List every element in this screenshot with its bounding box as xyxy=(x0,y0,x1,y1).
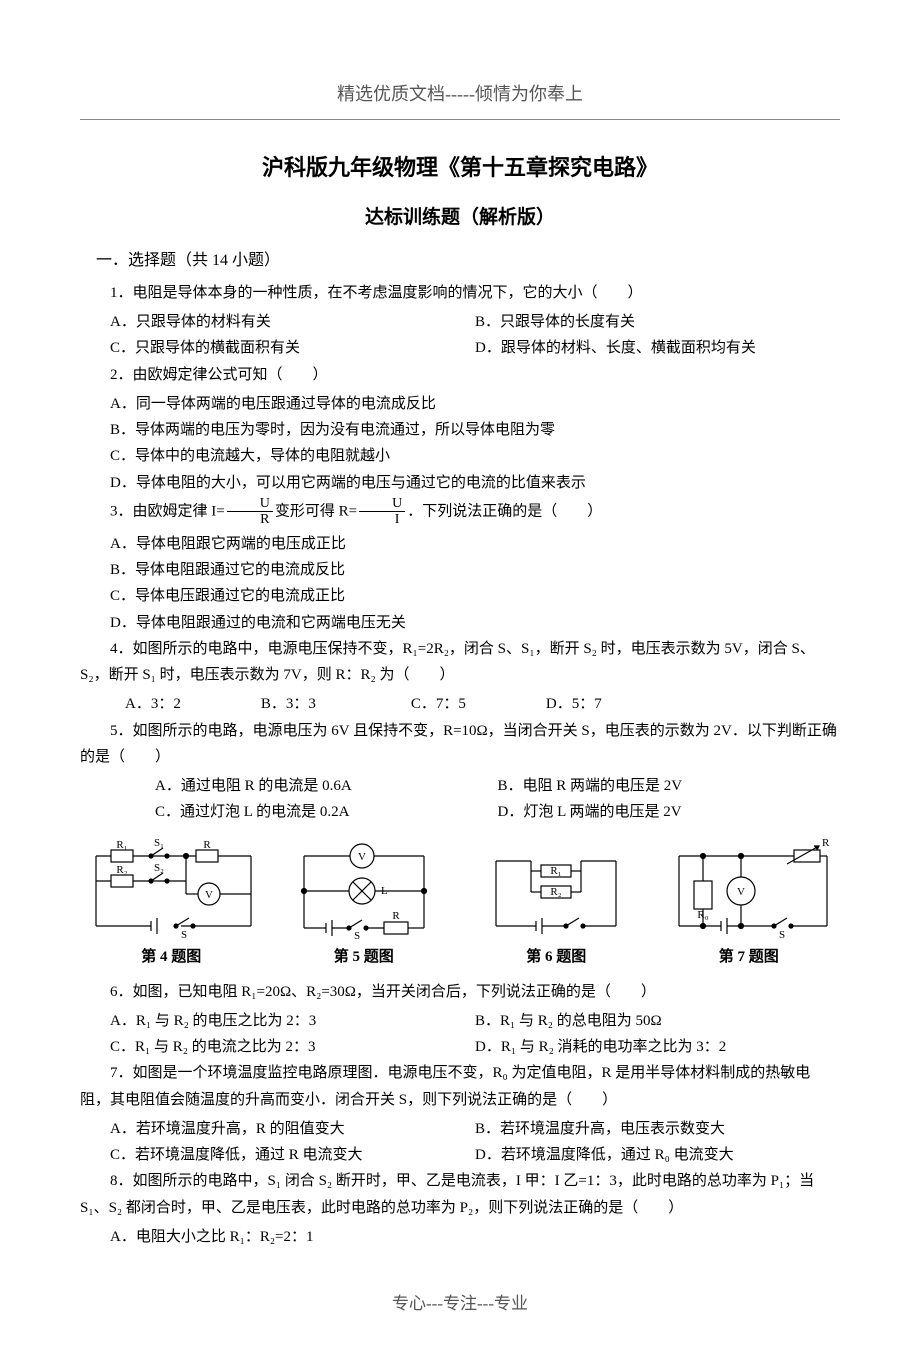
q3-frac2-num: U xyxy=(359,496,405,512)
svg-text:S₂: S₂ xyxy=(154,862,164,874)
q5-opt-a: A．通过电阻 R 的电流是 0.6A xyxy=(155,773,498,799)
q3-mid: 变形可得 R= xyxy=(275,503,357,519)
q1-opt-a: A．只跟导体的材料有关 xyxy=(110,309,475,335)
q2-opt-a: A．同一导体两端的电压跟通过导体的电流成反比 xyxy=(80,391,840,417)
svg-text:R₁: R₁ xyxy=(551,865,562,877)
doc-header: 精选优质文档-----倾情为你奉上 xyxy=(80,80,840,109)
svg-text:R₂: R₂ xyxy=(551,886,562,898)
q5-opt-d: D．灯泡 L 两端的电压是 2V xyxy=(498,799,841,825)
svg-text:R: R xyxy=(822,837,830,849)
svg-text:S₁: S₁ xyxy=(154,837,164,849)
svg-text:S: S xyxy=(354,930,360,941)
q6-opt-c: C．R₁ 与 R₂ 的电流之比为 2：3 xyxy=(110,1034,475,1060)
diagram-q4: R₁ S₁ R R₂ S₂ V S 第 4 题图 xyxy=(80,836,263,969)
q3-opt-a: A．导体电阻跟它两端的电压成正比 xyxy=(80,531,840,557)
diagram-q4-label: 第 4 题图 xyxy=(141,945,201,969)
svg-text:V: V xyxy=(737,886,745,898)
svg-text:V: V xyxy=(358,851,366,863)
q4-opt-d: D．5：7 xyxy=(546,691,602,717)
q1-opt-b: B．只跟导体的长度有关 xyxy=(475,309,840,335)
q3-opt-c: C．导体电压跟通过它的电流成正比 xyxy=(80,583,840,609)
q1-opt-c: C．只跟导体的横截面积有关 xyxy=(110,335,475,361)
page-subtitle: 达标训练题（解析版） xyxy=(80,203,840,233)
q7-opt-c: C．若环境温度降低，通过 R 电流变大 xyxy=(110,1142,475,1168)
q3-text: 3．由欧姆定律 I=UR变形可得 R=UI．下列说法正确的是（ ） xyxy=(80,496,840,528)
q3-opt-b: B．导体电阻跟通过它的电流成反比 xyxy=(80,557,840,583)
q6-opt-b: B．R₁ 与 R₂ 的总电阻为 50Ω xyxy=(475,1008,840,1034)
q4-text: 4．如图所示的电路中，电源电压保持不变，R₁=2R₂，闭合 S、S₁，断开 S₂… xyxy=(80,636,840,689)
q6-opt-a: A．R₁ 与 R₂ 的电压之比为 2：3 xyxy=(110,1008,475,1034)
q2-opt-d: D．导体电阻的大小，可以用它两端的电压与通过它的电流的比值来表示 xyxy=(80,470,840,496)
q7-opt-a: A．若环境温度升高，R 的阻值变大 xyxy=(110,1116,475,1142)
q5-opt-c: C．通过灯泡 L 的电流是 0.2A xyxy=(155,799,498,825)
page-title: 沪科版九年级物理《第十五章探究电路》 xyxy=(80,150,840,185)
svg-text:R: R xyxy=(204,839,212,851)
q3-frac2-den: I xyxy=(359,512,405,527)
svg-text:S: S xyxy=(779,929,785,941)
q8-opt-a: A．电阻大小之比 R₁：R₂=2：1 xyxy=(80,1224,840,1250)
svg-text:R₂: R₂ xyxy=(117,864,128,876)
q5-text: 5．如图所示的电路，电源电压为 6V 且保持不变，R=10Ω，当闭合开关 S，电… xyxy=(80,718,840,771)
diagram-q5-label: 第 5 题图 xyxy=(334,945,394,969)
q7-text: 7．如图是一个环境温度监控电路原理图．电源电压不变，R₀ 为定值电阻，R 是用半… xyxy=(80,1060,840,1113)
q3-opt-d: D．导体电阻跟通过的电流和它两端电压无关 xyxy=(80,610,840,636)
q3-frac2: UI xyxy=(359,496,405,528)
diagram-q6-label: 第 6 题图 xyxy=(526,945,586,969)
q3-frac1-den: R xyxy=(227,512,273,527)
q2-opt-b: B．导体两端的电压为零时，因为没有电流通过，所以导体电阻为零 xyxy=(80,417,840,443)
q7-opt-d: D．若环境温度降低，通过 R₀ 电流变大 xyxy=(475,1142,840,1168)
q2-opt-c: C．导体中的电流越大，导体的电阻就越小 xyxy=(80,443,840,469)
svg-text:R₁: R₁ xyxy=(117,839,128,851)
diagram-q7-label: 第 7 题图 xyxy=(719,945,779,969)
svg-text:S: S xyxy=(181,929,187,941)
q8-text: 8．如图所示的电路中，S₁ 闭合 S₂ 断开时，甲、乙是电流表，I 甲：I 乙=… xyxy=(80,1168,840,1221)
diagram-q5: L V S R 第 5 题图 xyxy=(273,836,456,969)
q3-frac1: UR xyxy=(227,496,273,528)
header-rule xyxy=(80,119,840,120)
section-title: 一．选择题（共 14 小题） xyxy=(80,248,840,274)
q2-text: 2．由欧姆定律公式可知（ ） xyxy=(80,362,840,388)
q7-opt-b: B．若环境温度升高，电压表示数变大 xyxy=(475,1116,840,1142)
q3-prefix: 3．由欧姆定律 I= xyxy=(110,503,225,519)
q6-opt-d: D．R₁ 与 R₂ 消耗的电功率之比为 3：2 xyxy=(475,1034,840,1060)
diagram-q7: R R₀ V S 第 7 题图 xyxy=(658,836,841,969)
q1-text: 1．电阻是导体本身的一种性质，在不考虑温度影响的情况下，它的大小（ ） xyxy=(80,280,840,306)
q1-opt-d: D．跟导体的材料、长度、横截面积均有关 xyxy=(475,335,840,361)
svg-text:V: V xyxy=(205,889,213,901)
diagram-q6: R₁ R₂ 第 6 题图 xyxy=(465,836,648,969)
diagram-row: R₁ S₁ R R₂ S₂ V S 第 4 题图 xyxy=(80,836,840,969)
q3-suffix: ．下列说法正确的是（ ） xyxy=(407,503,602,519)
q5-opt-b: B．电阻 R 两端的电压是 2V xyxy=(498,773,841,799)
q3-frac1-num: U xyxy=(227,496,273,512)
svg-text:R: R xyxy=(392,910,400,922)
q4-opt-c: C．7：5 xyxy=(411,691,466,717)
q6-text: 6．如图，已知电阻 R₁=20Ω、R₂=30Ω，当开关闭合后，下列说法正确的是（… xyxy=(80,979,840,1005)
doc-footer: 专心---专注---专业 xyxy=(80,1290,840,1317)
q4-opt-a: A．3：2 xyxy=(125,691,181,717)
q4-opt-b: B．3：3 xyxy=(261,691,316,717)
